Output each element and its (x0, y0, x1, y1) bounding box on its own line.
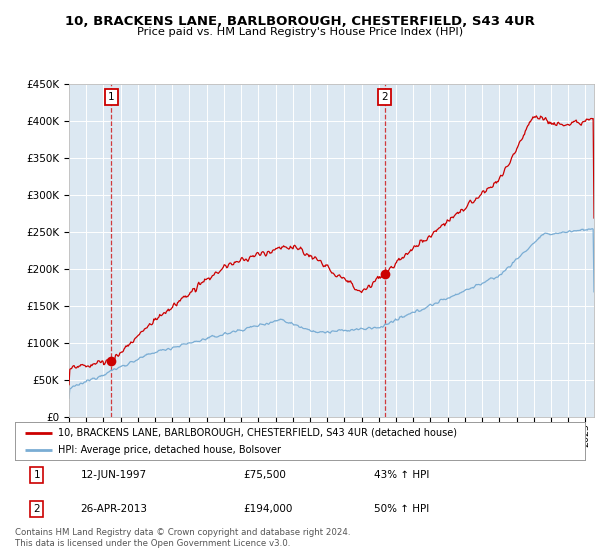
Text: 2: 2 (381, 92, 388, 102)
Text: HPI: Average price, detached house, Bolsover: HPI: Average price, detached house, Bols… (58, 445, 281, 455)
Text: Price paid vs. HM Land Registry's House Price Index (HPI): Price paid vs. HM Land Registry's House … (137, 27, 463, 37)
Text: £194,000: £194,000 (243, 503, 292, 514)
Text: £75,500: £75,500 (243, 470, 286, 480)
Text: 2: 2 (34, 503, 40, 514)
Text: 26-APR-2013: 26-APR-2013 (80, 503, 148, 514)
Text: 50% ↑ HPI: 50% ↑ HPI (374, 503, 430, 514)
Text: Contains HM Land Registry data © Crown copyright and database right 2024.
This d: Contains HM Land Registry data © Crown c… (15, 528, 350, 548)
Text: 43% ↑ HPI: 43% ↑ HPI (374, 470, 430, 480)
Text: 10, BRACKENS LANE, BARLBOROUGH, CHESTERFIELD, S43 4UR (detached house): 10, BRACKENS LANE, BARLBOROUGH, CHESTERF… (58, 427, 457, 437)
Text: 12-JUN-1997: 12-JUN-1997 (80, 470, 146, 480)
Text: 10, BRACKENS LANE, BARLBOROUGH, CHESTERFIELD, S43 4UR: 10, BRACKENS LANE, BARLBOROUGH, CHESTERF… (65, 15, 535, 28)
Text: 1: 1 (108, 92, 115, 102)
Text: 1: 1 (34, 470, 40, 480)
